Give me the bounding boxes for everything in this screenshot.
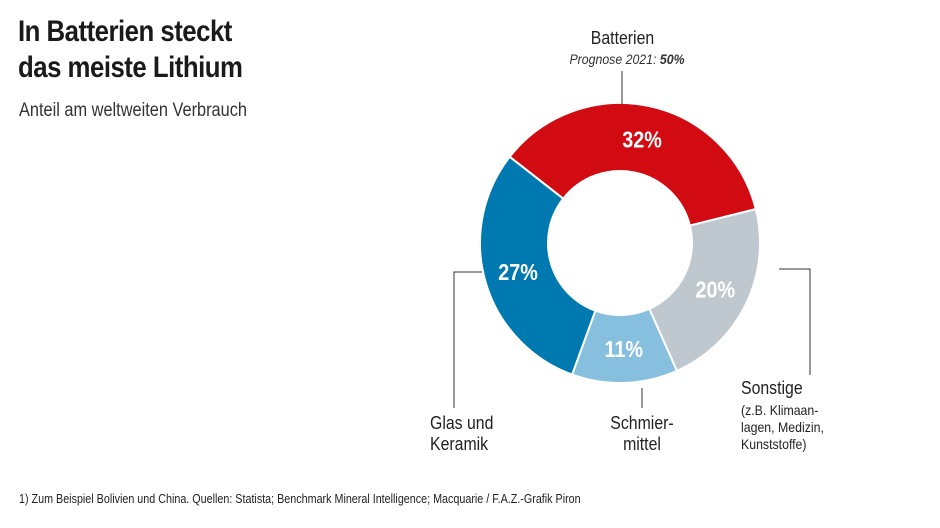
slice-3 xyxy=(479,155,597,376)
chart-subtitle: Anteil am weltweiten Verbrauch xyxy=(19,100,247,121)
slice-0 xyxy=(508,102,758,227)
label-schmiermittel: Schmier- mittel xyxy=(610,413,674,454)
chart-title: In Batterien steckt das meiste Lithium xyxy=(18,15,243,84)
footnote: 1) Zum Beispiel Bolivien und China. Quel… xyxy=(19,492,581,506)
label-sonstige: Sonstige xyxy=(741,378,803,398)
prognose-value: 50% xyxy=(659,51,685,67)
slice-1 xyxy=(647,207,761,373)
leader-glas xyxy=(453,271,482,408)
prognose-prefix: Prognose 2021: xyxy=(569,51,657,67)
label-batterien: Batterien xyxy=(590,28,655,48)
prognose-note: Prognose 2021: 50% xyxy=(569,51,684,67)
slice-label-2: 11% xyxy=(604,337,642,363)
leader-sonstige xyxy=(779,268,811,375)
slice-label-3: 27% xyxy=(498,260,538,286)
slice-label-1: 20% xyxy=(695,277,735,303)
label-glas-keramik: Glas und Keramik xyxy=(430,413,494,454)
slice-label-0: 32% xyxy=(622,127,662,153)
label-sonstige-note: (z.B. Klimaan- lagen, Medizin, Kunststof… xyxy=(741,402,824,452)
